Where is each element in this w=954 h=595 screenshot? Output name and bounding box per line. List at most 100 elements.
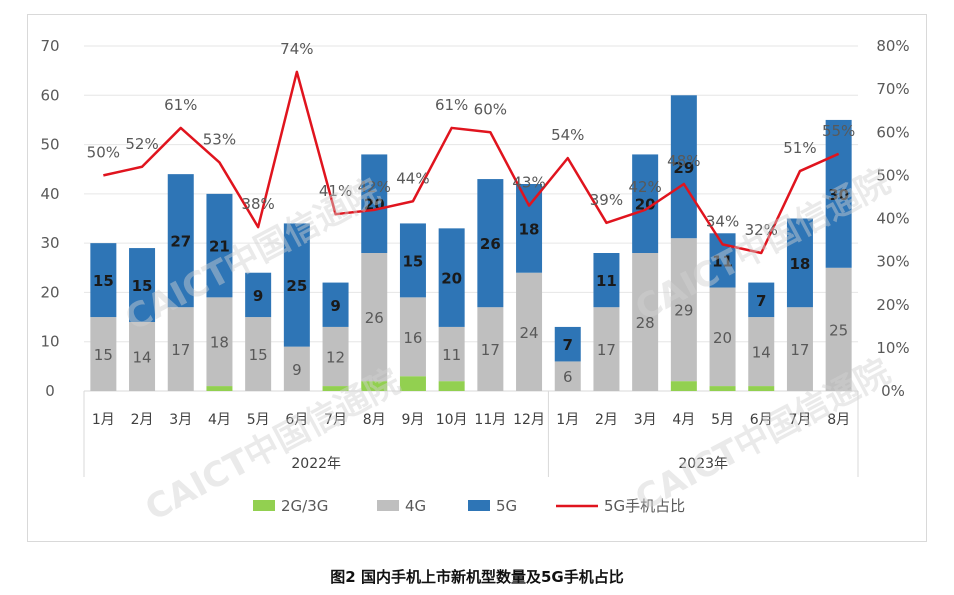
bar-4g — [477, 307, 504, 391]
x-category-label: 8月 — [827, 412, 850, 428]
bar-4g — [786, 307, 813, 391]
x-group-label: 2022年 — [291, 456, 341, 472]
chart-frame: 0 10 20 30 40 50 60 70 0% 10% 20% 30% 40% 50% 60% 70% 80… — [27, 14, 927, 542]
y-right-tick-label: 20% — [876, 296, 909, 314]
bar-label-5g: 15 — [132, 277, 153, 295]
bar-label-4g: 16 — [403, 329, 422, 347]
bar-5g — [825, 119, 852, 268]
bar-4g — [554, 361, 581, 391]
bar-5g — [593, 253, 620, 308]
bar-4g — [632, 253, 659, 391]
bar-label-4g: 9 — [292, 361, 302, 379]
bar-label-4g: 12 — [326, 349, 345, 367]
bar-4g — [167, 307, 194, 391]
bar-5g — [283, 223, 310, 347]
bar-2g-3g — [748, 386, 775, 391]
x-category-label: 10月 — [436, 412, 468, 428]
bar-label-5g: 15 — [403, 252, 424, 270]
bar-label-5g: 7 — [756, 292, 766, 310]
bar-label-4g: 29 — [674, 302, 693, 320]
legend-label: 4G — [405, 497, 426, 515]
legend-swatch — [468, 500, 490, 511]
line-label-5g-share: 48% — [667, 152, 700, 170]
line-label-5g-share: 34% — [706, 212, 739, 230]
bar-5g — [245, 272, 272, 318]
legend-swatch — [377, 500, 399, 511]
y-right-tick-label: 50% — [876, 166, 909, 184]
x-category-label: 3月 — [634, 412, 657, 428]
bar-4g — [670, 238, 697, 382]
bar-label-4g: 15 — [94, 346, 113, 364]
x-category-label: 11月 — [474, 412, 506, 428]
bar-label-4g: 25 — [829, 321, 848, 339]
x-category-label: 2月 — [131, 412, 154, 428]
bar-5g — [438, 228, 465, 327]
line-label-5g-share: 38% — [241, 195, 274, 213]
bar-label-5g: 26 — [480, 235, 501, 253]
line-label-5g-share: 39% — [590, 191, 623, 209]
legend-label: 5G手机占比 — [604, 497, 685, 515]
bar-4g — [709, 287, 736, 387]
x-category-label: 12月 — [513, 412, 545, 428]
bar-5g — [399, 223, 426, 298]
x-category-label: 4月 — [208, 412, 231, 428]
bar-5g — [748, 282, 775, 318]
bar-label-5g: 9 — [330, 297, 340, 315]
bar-label-4g: 24 — [520, 324, 539, 342]
bar-5g — [361, 154, 388, 253]
y-left-tick-label: 30 — [40, 234, 59, 252]
bar-2g-3g — [322, 386, 349, 391]
x-category-label: 3月 — [169, 412, 192, 428]
x-category-label: 7月 — [788, 412, 811, 428]
line-label-5g-share: 42% — [358, 178, 391, 196]
y-right-tick-label: 60% — [876, 123, 909, 141]
line-label-5g-share: 42% — [628, 178, 661, 196]
legend-swatch — [253, 500, 275, 511]
bar-4g — [129, 322, 156, 391]
x-group-label: 2023年 — [678, 456, 728, 472]
y-right-tick-label: 70% — [876, 80, 909, 98]
bar-2g-3g — [206, 386, 233, 391]
y-left-tick-label: 20 — [40, 283, 59, 301]
bar-5g — [322, 282, 349, 327]
line-label-5g-share: 51% — [783, 139, 816, 157]
bar-4g — [516, 272, 543, 391]
line-label-5g-share: 41% — [319, 182, 352, 200]
bar-2g-3g — [438, 381, 465, 391]
bar-label-4g: 17 — [790, 341, 809, 359]
bar-4g — [438, 326, 465, 382]
line-label-5g-share: 32% — [745, 221, 778, 239]
y-left-tick-label: 50 — [40, 136, 59, 154]
y-right-tick-label: 80% — [876, 37, 909, 55]
bar-4g — [748, 317, 775, 387]
legend-label: 5G — [496, 497, 517, 515]
bar-label-5g: 25 — [286, 277, 307, 295]
x-category-label: 1月 — [92, 412, 115, 428]
bar-label-5g: 18 — [790, 255, 811, 273]
bar-4g — [245, 317, 272, 391]
bar-label-5g: 21 — [209, 238, 230, 256]
bar-label-5g: 18 — [519, 220, 540, 238]
line-label-5g-share: 61% — [164, 96, 197, 114]
line-label-5g-share: 55% — [822, 122, 855, 140]
bar-label-4g: 18 — [210, 334, 229, 352]
bar-label-5g: 11 — [712, 252, 733, 270]
bar-label-4g: 14 — [752, 344, 771, 362]
x-category-label: 6月 — [285, 412, 308, 428]
bar-label-4g: 20 — [713, 329, 732, 347]
chart-canvas: 0 10 20 30 40 50 60 70 0% 10% 20% 30% 40% 50% 60% 70% 80… — [40, 37, 909, 529]
bar-label-4g: 26 — [365, 309, 384, 327]
x-category-label: 4月 — [672, 412, 695, 428]
bar-5g — [670, 95, 697, 239]
x-category-label: 1月 — [556, 412, 579, 428]
bar-label-5g: 27 — [170, 233, 191, 251]
x-category-label: 6月 — [750, 412, 773, 428]
line-label-5g-share: 61% — [435, 96, 468, 114]
y-right-tick-label: 0% — [881, 382, 905, 400]
bar-label-5g: 11 — [596, 272, 617, 290]
bar-label-5g: 15 — [93, 272, 114, 290]
bar-2g-3g — [361, 381, 388, 391]
bar-label-5g: 20 — [441, 270, 462, 288]
line-label-5g-share: 44% — [396, 169, 429, 187]
y-left-tick-label: 10 — [40, 333, 59, 351]
